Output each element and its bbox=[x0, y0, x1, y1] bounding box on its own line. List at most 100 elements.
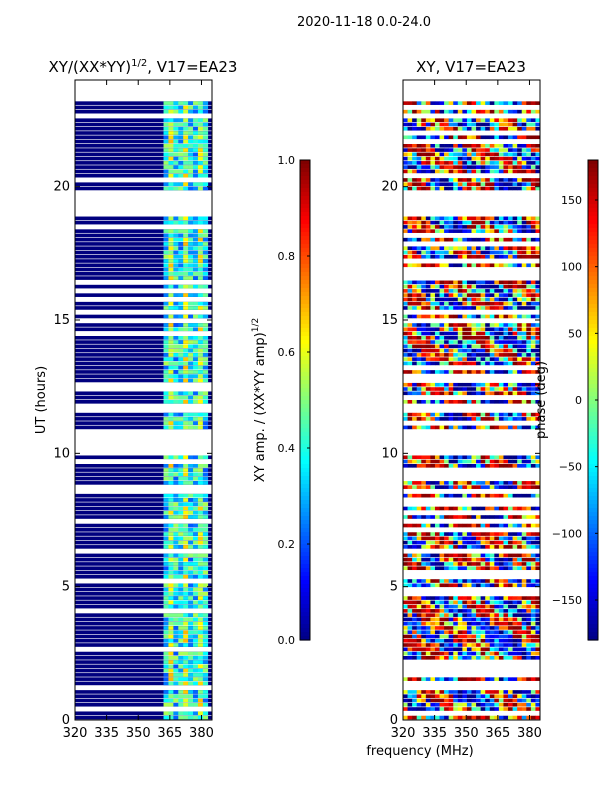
heatmap-cell bbox=[526, 506, 532, 511]
heatmap-cell bbox=[476, 604, 481, 609]
heatmap-cell bbox=[193, 242, 199, 246]
heatmap-cell bbox=[485, 690, 491, 694]
heatmap-cell bbox=[457, 135, 463, 140]
heatmap-cell bbox=[407, 626, 413, 630]
heatmap-cell bbox=[457, 126, 463, 131]
heatmap-cell bbox=[439, 600, 445, 605]
heatmap-cell bbox=[521, 412, 527, 417]
heatmap-cell bbox=[178, 536, 184, 541]
heatmap-cell bbox=[407, 336, 413, 340]
heatmap-cell bbox=[503, 690, 509, 694]
heatmap-cell bbox=[503, 186, 509, 191]
heatmap-cell bbox=[434, 400, 440, 404]
heatmap-cell bbox=[512, 323, 518, 327]
heatmap-cell bbox=[439, 506, 445, 511]
heatmap-cell bbox=[434, 540, 440, 545]
heatmap-cell bbox=[530, 306, 536, 310]
amplitude-colorbar-swatch bbox=[300, 468, 310, 473]
heatmap-cell bbox=[466, 178, 472, 182]
heatmap-cell bbox=[485, 707, 491, 711]
heatmap-cell bbox=[453, 579, 459, 583]
heatmap-cell bbox=[476, 289, 481, 293]
heatmap-cell bbox=[462, 562, 468, 566]
heatmap-cell bbox=[476, 613, 481, 617]
heatmap-cell bbox=[183, 583, 189, 588]
heatmap-cell bbox=[407, 382, 413, 387]
heatmap-cell bbox=[530, 417, 536, 421]
heatmap-cell bbox=[489, 357, 495, 361]
heatmap-cell bbox=[173, 242, 179, 246]
heatmap-cell bbox=[530, 523, 536, 528]
heatmap-cell bbox=[517, 216, 523, 221]
heatmap-cell bbox=[508, 161, 513, 165]
heatmap-cell bbox=[173, 391, 179, 396]
heatmap-cell bbox=[168, 293, 174, 297]
heatmap-cell bbox=[471, 604, 477, 609]
heatmap-cell bbox=[466, 254, 472, 259]
heatmap-cell bbox=[489, 643, 495, 647]
heatmap-cell bbox=[188, 476, 194, 481]
heatmap-cell bbox=[193, 105, 199, 110]
x-tick-label: 335 bbox=[422, 726, 447, 741]
amplitude-colorbar-tick-label: 1.0 bbox=[278, 154, 296, 167]
heatmap-cell bbox=[421, 101, 427, 105]
heatmap-cell bbox=[434, 118, 440, 123]
heatmap-cell bbox=[457, 144, 463, 148]
heatmap-row bbox=[75, 109, 212, 114]
heatmap-cell bbox=[457, 557, 463, 562]
heatmap-cell bbox=[471, 340, 477, 344]
heatmap-cell bbox=[439, 109, 445, 114]
heatmap-cell bbox=[521, 357, 527, 361]
heatmap-cell bbox=[453, 101, 459, 105]
heatmap-cell bbox=[430, 161, 436, 165]
heatmap-cell bbox=[535, 216, 541, 221]
heatmap-cell bbox=[163, 169, 169, 174]
heatmap-cell bbox=[173, 301, 179, 306]
heatmap-cell bbox=[466, 515, 472, 519]
heatmap-cell bbox=[434, 651, 440, 656]
heatmap-cell bbox=[503, 169, 509, 174]
heatmap-cell bbox=[448, 336, 454, 340]
heatmap-cell bbox=[508, 579, 513, 583]
heatmap-cell bbox=[168, 156, 174, 161]
heatmap-cell bbox=[457, 566, 463, 571]
heatmap-cell bbox=[526, 126, 532, 131]
heatmap-cell bbox=[202, 259, 209, 263]
heatmap-cell bbox=[163, 557, 169, 562]
heatmap-cell bbox=[512, 562, 518, 566]
heatmap-cell bbox=[494, 178, 500, 182]
heatmap-row bbox=[75, 651, 212, 656]
heatmap-cell bbox=[530, 455, 536, 460]
heatmap-cell bbox=[168, 476, 174, 481]
heatmap-cell bbox=[178, 139, 184, 144]
heatmap-cell bbox=[430, 246, 436, 251]
heatmap-cell bbox=[476, 280, 481, 285]
heatmap-cell bbox=[173, 229, 179, 233]
heatmap-cell bbox=[202, 617, 209, 622]
heatmap-cell bbox=[471, 148, 477, 152]
heatmap-cell bbox=[439, 284, 445, 289]
heatmap-cell bbox=[430, 617, 436, 622]
heatmap-cell bbox=[462, 109, 468, 114]
phase-colorbar-swatch bbox=[588, 216, 598, 221]
heatmap-cell bbox=[407, 715, 413, 720]
heatmap-cell bbox=[476, 638, 481, 643]
heatmap-cell bbox=[183, 340, 189, 344]
heatmap-cell bbox=[407, 506, 413, 511]
heatmap-cell bbox=[517, 464, 523, 468]
heatmap-cell bbox=[530, 165, 536, 169]
heatmap-cell bbox=[403, 148, 408, 152]
heatmap-cell bbox=[173, 144, 179, 148]
heatmap-cell bbox=[425, 630, 431, 635]
heatmap-cell bbox=[434, 583, 440, 588]
heatmap-cell bbox=[430, 165, 436, 169]
heatmap-cell bbox=[494, 553, 500, 558]
heatmap-cell bbox=[480, 643, 486, 647]
heatmap-cell bbox=[508, 493, 513, 498]
heatmap-cell bbox=[508, 220, 513, 225]
heatmap-cell bbox=[471, 455, 477, 460]
heatmap-cell bbox=[526, 626, 532, 630]
heatmap-cell bbox=[485, 135, 491, 140]
heatmap-cell bbox=[439, 459, 445, 464]
heatmap-cell bbox=[403, 707, 408, 711]
